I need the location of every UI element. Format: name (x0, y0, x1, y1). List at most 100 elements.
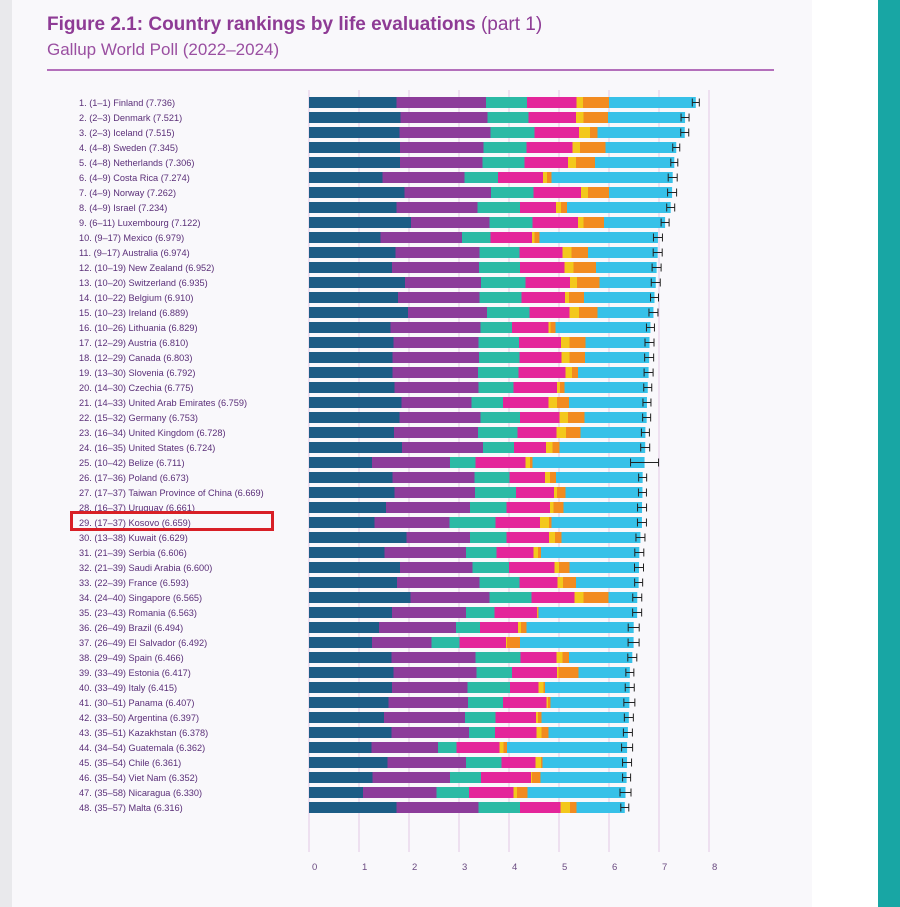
bar-segment-generosity (537, 607, 538, 618)
bar-segment-generosity (574, 592, 584, 603)
bar-segment-corruption (557, 397, 569, 408)
bar-segment-freedom (501, 757, 536, 768)
bar-segment-healthy-life (468, 697, 503, 708)
bar-segment-social-support (388, 697, 468, 708)
bar-segment-social-support (400, 112, 488, 123)
bar-segment-dystopia-residual (563, 502, 643, 513)
bar-segment-generosity (557, 667, 559, 678)
bar-segment-social-support (390, 322, 481, 333)
bar-segment-freedom (509, 472, 545, 483)
bar-segment-healthy-life (486, 97, 527, 108)
bar-segment-social-support (406, 532, 470, 543)
bar-segment-healthy-life (480, 412, 520, 423)
bar-segment-freedom (513, 382, 557, 393)
bar-segment-dystopia-residual (608, 112, 686, 123)
bar-segment-healthy-life (471, 397, 503, 408)
bar-segment-generosity (531, 772, 532, 783)
bar-segment-healthy-life (465, 712, 496, 723)
bar-segment-generosity (554, 562, 559, 573)
chart-title-part: (part 1) (480, 14, 543, 35)
bar-segment-healthy-life (479, 292, 522, 303)
row-label: 5. (4–8) Netherlands (7.306) (79, 158, 194, 168)
row-label: 22. (15–32) Germany (6.753) (79, 413, 198, 423)
bar-segment-corruption (572, 367, 578, 378)
bar-segment-healthy-life (479, 352, 520, 363)
bar-segment-dystopia-residual (597, 307, 654, 318)
bar-segment-gdp (309, 262, 392, 273)
bar-segment-dystopia-residual (576, 577, 639, 588)
bar-segment-freedom (534, 127, 579, 138)
row-label: 19. (13–30) Slovenia (6.792) (79, 368, 195, 378)
bar-segment-gdp (309, 397, 402, 408)
bar-segment-freedom (506, 532, 549, 543)
bar-segment-gdp (309, 607, 392, 618)
title-divider (47, 69, 774, 71)
bar-segment-social-support (395, 247, 480, 258)
bar-segment-healthy-life (456, 622, 480, 633)
bar-segment-generosity (556, 652, 563, 663)
bar-segment-generosity (540, 517, 549, 528)
bar-segment-corruption (579, 307, 598, 318)
row-label: 38. (29–49) Spain (6.466) (79, 653, 184, 663)
x-tick-label: 5 (562, 862, 567, 873)
bar-segment-healthy-life (478, 802, 520, 813)
bar-segment-gdp (309, 547, 385, 558)
x-tick-label: 0 (312, 862, 317, 873)
bar-segment-healthy-life (491, 187, 534, 198)
bar-segment-gdp (309, 172, 383, 183)
bar-segment-freedom (528, 112, 576, 123)
bar-segment-freedom (519, 247, 563, 258)
x-tick-label: 2 (412, 862, 417, 873)
bar-segment-corruption (583, 592, 609, 603)
bar-segment-freedom (526, 142, 573, 153)
bar-segment-dystopia-residual (597, 127, 685, 138)
bar-segment-freedom (459, 637, 506, 648)
bar-segment-dystopia-residual (569, 397, 647, 408)
bar-segment-freedom (498, 172, 543, 183)
bar-segment-dystopia-residual (541, 547, 640, 558)
row-label: 24. (16–35) United States (6.724) (79, 443, 215, 453)
bar-segment-generosity (556, 202, 561, 213)
bar-segment-gdp (309, 202, 397, 213)
bar-segment-generosity (499, 742, 504, 753)
row-label: 18. (12–29) Canada (6.803) (79, 353, 192, 363)
row-label: 40. (33–49) Italy (6.415) (79, 683, 177, 693)
bar-segment-social-support (372, 637, 432, 648)
bar-segment-generosity (525, 457, 530, 468)
bar-segment-corruption (566, 427, 581, 438)
row-label: 10. (9–17) Mexico (6.979) (79, 233, 184, 243)
bar-segment-corruption (507, 637, 520, 648)
bar-segment-corruption (558, 667, 579, 678)
bar-segment-dystopia-residual (609, 187, 673, 198)
row-label: 23. (16–34) United Kingdom (6.728) (79, 428, 226, 438)
bar-segment-freedom (495, 712, 536, 723)
bar-segment-generosity (570, 277, 577, 288)
bar-segment-dystopia-residual (527, 787, 626, 798)
bar-segment-dystopia-residual (542, 757, 628, 768)
bar-segment-corruption (550, 322, 556, 333)
bar-segment-freedom (480, 622, 518, 633)
bar-segment-gdp (309, 487, 395, 498)
bar-segment-healthy-life (490, 127, 535, 138)
bar-segment-dystopia-residual (578, 367, 649, 378)
bar-segment-social-support (410, 592, 490, 603)
row-label: 7. (4–9) Norway (7.262) (79, 188, 176, 198)
row-label: 33. (22–39) France (6.593) (79, 578, 189, 588)
row-label: 17. (12–29) Austria (6.810) (79, 338, 188, 348)
bar-segment-social-support (393, 667, 477, 678)
bar-segment-generosity (562, 247, 572, 258)
bar-segment-gdp (309, 277, 405, 288)
bar-segment-corruption (569, 352, 585, 363)
bar-segment-freedom (456, 742, 500, 753)
bar-segment-freedom (509, 562, 555, 573)
bar-segment-generosity (560, 802, 570, 813)
bar-segment-freedom (524, 157, 568, 168)
bar-segment-generosity (518, 622, 521, 633)
bar-segment-dystopia-residual (551, 517, 642, 528)
bar-segment-freedom (521, 292, 565, 303)
bar-segment-healthy-life (479, 247, 520, 258)
bar-segment-gdp (309, 337, 394, 348)
bar-segment-corruption (576, 157, 595, 168)
row-label: 45. (35–54) Chile (6.361) (79, 758, 181, 768)
